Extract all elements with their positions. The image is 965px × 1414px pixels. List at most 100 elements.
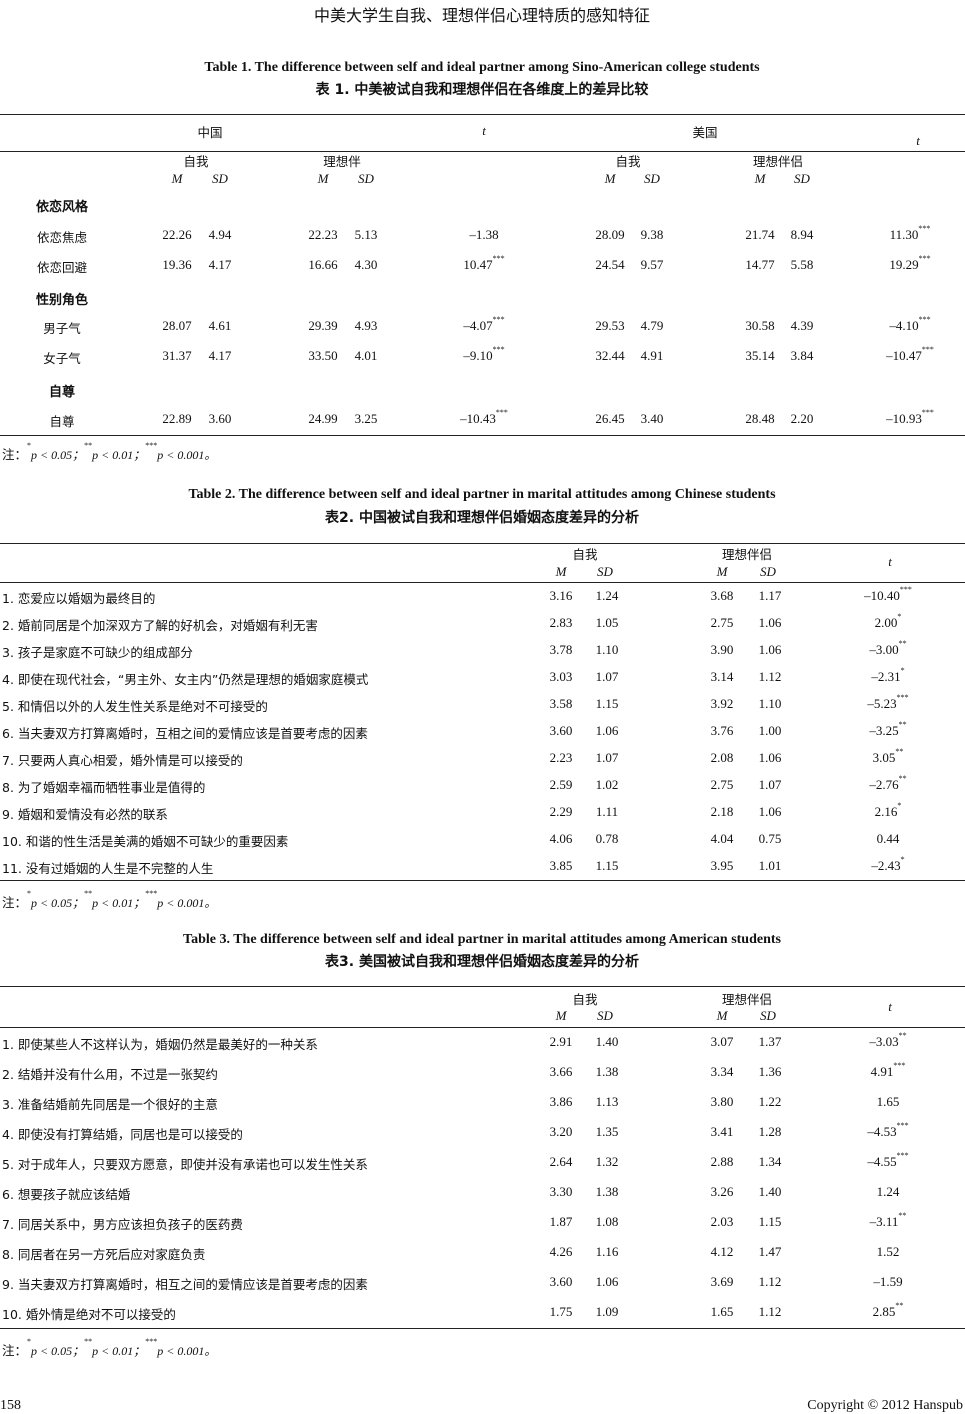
sd-cell: 1.06 [758,642,782,657]
t-cell: 1.65 [877,1094,900,1110]
t-value: 2.00 [874,615,898,630]
row-label: 4. 即使没有打算结婚，同居也是可以接受的 [2,1127,243,1142]
note-sig: ** [84,1337,93,1346]
t-value: –10.93 [886,411,922,426]
significance-marker: *** [921,408,934,417]
t-value: –4.10 [889,318,919,333]
table1-caption-zh: 表 1. 中美被试自我和理想伴侣在各维度上的差异比较 [315,82,649,98]
note-sig: ** [84,889,93,898]
row-label: 7. 只要两人真心相爱，婚外情是可以接受的 [2,753,243,768]
mean-cell: 2.75 [710,777,734,792]
table2-note: 注：*p < 0.05；**p < 0.01；***p < 0.001。 [2,889,216,911]
t-value: –3.00 [869,642,899,657]
self-header: 自我 [572,992,598,1007]
row-label: 10. 和谐的性生活是美满的婚姻不可缺少的重要因素 [2,834,289,849]
mean-cell: 24.99 [308,411,338,426]
significance-marker: *** [918,224,931,233]
note-sig: *** [145,441,158,450]
t-cell: 2.00* [874,612,902,631]
table3-caption-en: Table 3. The difference between self and… [183,932,781,947]
note-text: p < 0.001。 [157,448,217,462]
mean-cell: 3.41 [710,1124,734,1139]
mean-cell: 1.87 [549,1214,573,1229]
t-cell: –4.53*** [867,1121,909,1140]
note-text: p < 0.05； [31,1344,85,1358]
t-value: –4.07 [463,318,493,333]
row-label: 10. 婚外情是绝对不可以接受的 [2,1307,176,1322]
m-header: M [716,1008,728,1023]
mean-cell: 3.92 [710,696,734,711]
t-value: –2.76 [869,777,899,792]
sd-cell: 0.78 [595,831,619,846]
mean-cell: 3.78 [549,642,573,657]
significance-marker: *** [921,345,934,354]
mean-cell: 19.36 [162,257,192,272]
t-header: t [888,999,892,1014]
table2-caption-en: Table 2. The difference between self and… [188,487,776,502]
t-value: –4.53 [867,1124,897,1139]
t-cell: –1.38 [469,227,498,243]
sd-header: SD [760,564,776,579]
t-cell: –3.25** [869,720,906,739]
t-cell: 11.30*** [889,224,931,243]
mean-cell: 2.64 [549,1154,573,1169]
t-cell: –10.43*** [460,408,508,427]
sd-cell: 2.20 [790,411,814,426]
t-cell: 2.85** [873,1301,904,1320]
sd-header: SD [212,171,228,186]
mean-cell: 22.89 [162,411,192,426]
sd-cell: 4.91 [640,348,664,363]
sd-cell: 1.28 [758,1124,782,1139]
significance-marker: ** [895,1301,904,1310]
t-cell: 2.16* [875,801,902,820]
row-label: 6. 当夫妻双方打算离婚时，互相之间的爱情应该是首要考虑的因素 [2,726,368,741]
mean-cell: 3.60 [549,1274,573,1289]
row-label: 6. 想要孩子就应该结婚 [2,1187,131,1202]
note-prefix: 注： [2,895,28,910]
ideal-header: 理想伴侣 [721,992,773,1007]
mean-cell: 28.07 [162,318,192,333]
row-label: 8. 为了婚姻幸福而牺牲事业是值得的 [2,780,206,795]
t-value: –10.43 [460,411,496,426]
t-cell: –2.76** [869,774,906,793]
sd-cell: 1.15 [595,858,619,873]
sd-cell: 4.17 [208,257,232,272]
sd-cell: 1.10 [758,696,782,711]
row-label: 2. 婚前同居是个加深双方了解的好机会，对婚姻有利无害 [2,618,318,633]
table1-group-usa: 美国 [692,125,718,140]
sd-cell: 1.05 [595,615,619,630]
sd-cell: 1.06 [595,1274,619,1289]
mean-cell: 30.58 [745,318,775,333]
mean-cell: 2.23 [549,750,573,765]
sd-cell: 4.39 [790,318,814,333]
significance-marker: ** [898,1211,907,1220]
mean-cell: 2.08 [710,750,734,765]
t-value: 11.30 [889,227,919,242]
t-value: 10.47 [463,257,493,272]
significance-marker: *** [893,1061,906,1070]
mean-cell: 28.48 [745,411,775,426]
sd-cell: 4.17 [208,348,232,363]
note-text: p < 0.01； [92,896,146,910]
significance-marker: *** [896,1121,909,1130]
significance-marker: *** [495,408,508,417]
table3-top-rule [0,986,965,987]
sd-cell: 9.57 [640,257,664,272]
table2-caption-zh: 表2. 中国被试自我和理想伴侣婚姻态度差异的分析 [325,510,639,526]
mean-cell: 1.65 [710,1304,734,1319]
row-label: 9. 当夫妻双方打算离婚时，相互之间的爱情应该是首要考虑的因素 [2,1277,368,1292]
t-value: 1.24 [876,1184,900,1199]
sd-cell: 1.10 [595,642,619,657]
t-cell: –4.10*** [889,315,930,334]
note-sig: * [27,441,32,450]
sd-cell: 1.16 [595,1244,619,1259]
sd-cell: 1.40 [595,1034,619,1049]
t-value: –9.10 [463,348,493,363]
sd-cell: 1.24 [595,588,619,603]
significance-marker: * [897,801,902,810]
sd-cell: 1.17 [758,588,782,603]
sd-header: SD [644,171,660,186]
mean-cell: 21.74 [745,227,775,242]
mean-cell: 3.76 [710,723,734,738]
significance-marker: *** [899,585,912,594]
